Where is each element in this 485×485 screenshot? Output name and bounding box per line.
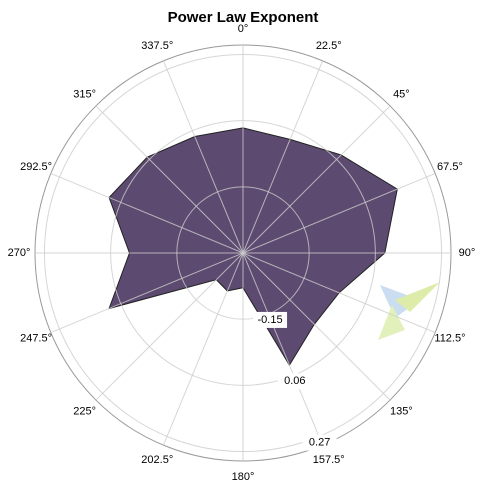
grid-spoke	[242, 60, 324, 254]
angle-label: 135°	[390, 405, 413, 417]
angle-label: 22.5°	[316, 40, 342, 52]
angle-label: 67.5°	[437, 161, 463, 173]
grid-spoke	[95, 252, 244, 401]
angle-label: 270°	[8, 247, 31, 259]
angle-label: 45°	[393, 89, 410, 101]
grid-spoke	[242, 252, 324, 446]
grid-spoke	[50, 172, 244, 254]
grid-spoke	[242, 252, 391, 401]
angle-label: 315°	[73, 89, 96, 101]
angle-label: 337.5°	[141, 40, 173, 52]
tick-label-bg	[277, 373, 312, 390]
chart-title: Power Law Exponent	[168, 9, 319, 26]
angle-label: 90°	[459, 247, 476, 259]
grid-spoke	[162, 252, 244, 446]
angle-label: 157.5°	[313, 454, 345, 466]
radial-tick-label: 0.27	[309, 437, 330, 449]
angle-label: 0°	[238, 23, 249, 35]
angle-label: 225°	[73, 405, 96, 417]
angle-label: 292.5°	[20, 161, 52, 173]
radial-tick-label: -0.15	[258, 314, 283, 326]
watermark	[378, 282, 440, 340]
angle-label: 180°	[232, 471, 255, 483]
angle-label: 202.5°	[141, 454, 173, 466]
angle-label: 247.5°	[20, 333, 52, 345]
grid-spoke	[242, 105, 391, 254]
grid-spoke	[95, 105, 244, 254]
angle-label: 112.5°	[434, 333, 465, 345]
radial-tick-label: 0.06	[284, 375, 305, 387]
tick-label-bg	[302, 434, 337, 451]
grid-spoke	[162, 60, 244, 254]
grid-spoke	[242, 172, 436, 254]
tick-label-bg	[253, 311, 288, 328]
grid-spoke	[50, 252, 244, 334]
grid-spoke	[242, 252, 436, 334]
